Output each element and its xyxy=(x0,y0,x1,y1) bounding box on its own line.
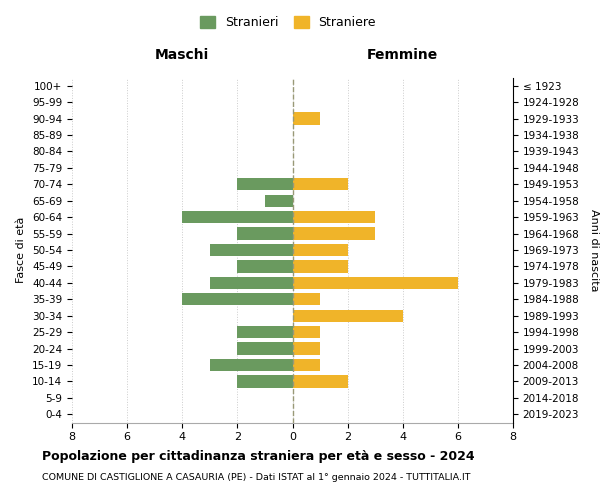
Bar xyxy=(210,359,293,371)
Bar xyxy=(238,260,293,272)
Bar xyxy=(293,260,347,272)
Bar xyxy=(293,211,375,224)
Bar xyxy=(238,342,293,354)
Bar xyxy=(238,228,293,239)
Bar xyxy=(265,194,293,207)
Bar xyxy=(238,178,293,190)
Bar xyxy=(293,276,458,289)
Text: Maschi: Maschi xyxy=(155,48,209,62)
Text: Femmine: Femmine xyxy=(367,48,439,62)
Bar xyxy=(293,112,320,124)
Bar xyxy=(182,211,293,224)
Y-axis label: Anni di nascita: Anni di nascita xyxy=(589,209,599,291)
Bar xyxy=(238,376,293,388)
Bar xyxy=(293,293,320,306)
Text: Popolazione per cittadinanza straniera per età e sesso - 2024: Popolazione per cittadinanza straniera p… xyxy=(42,450,475,463)
Text: COMUNE DI CASTIGLIONE A CASAURIA (PE) - Dati ISTAT al 1° gennaio 2024 - TUTTITAL: COMUNE DI CASTIGLIONE A CASAURIA (PE) - … xyxy=(42,472,470,482)
Bar xyxy=(182,293,293,306)
Bar xyxy=(210,276,293,289)
Bar xyxy=(293,326,320,338)
Bar xyxy=(293,244,347,256)
Bar xyxy=(293,342,320,354)
Bar xyxy=(293,178,347,190)
Bar xyxy=(293,376,347,388)
Legend: Stranieri, Straniere: Stranieri, Straniere xyxy=(195,11,381,34)
Bar xyxy=(293,310,403,322)
Bar xyxy=(293,359,320,371)
Y-axis label: Fasce di età: Fasce di età xyxy=(16,217,26,283)
Bar xyxy=(238,326,293,338)
Bar xyxy=(210,244,293,256)
Bar xyxy=(293,228,375,239)
